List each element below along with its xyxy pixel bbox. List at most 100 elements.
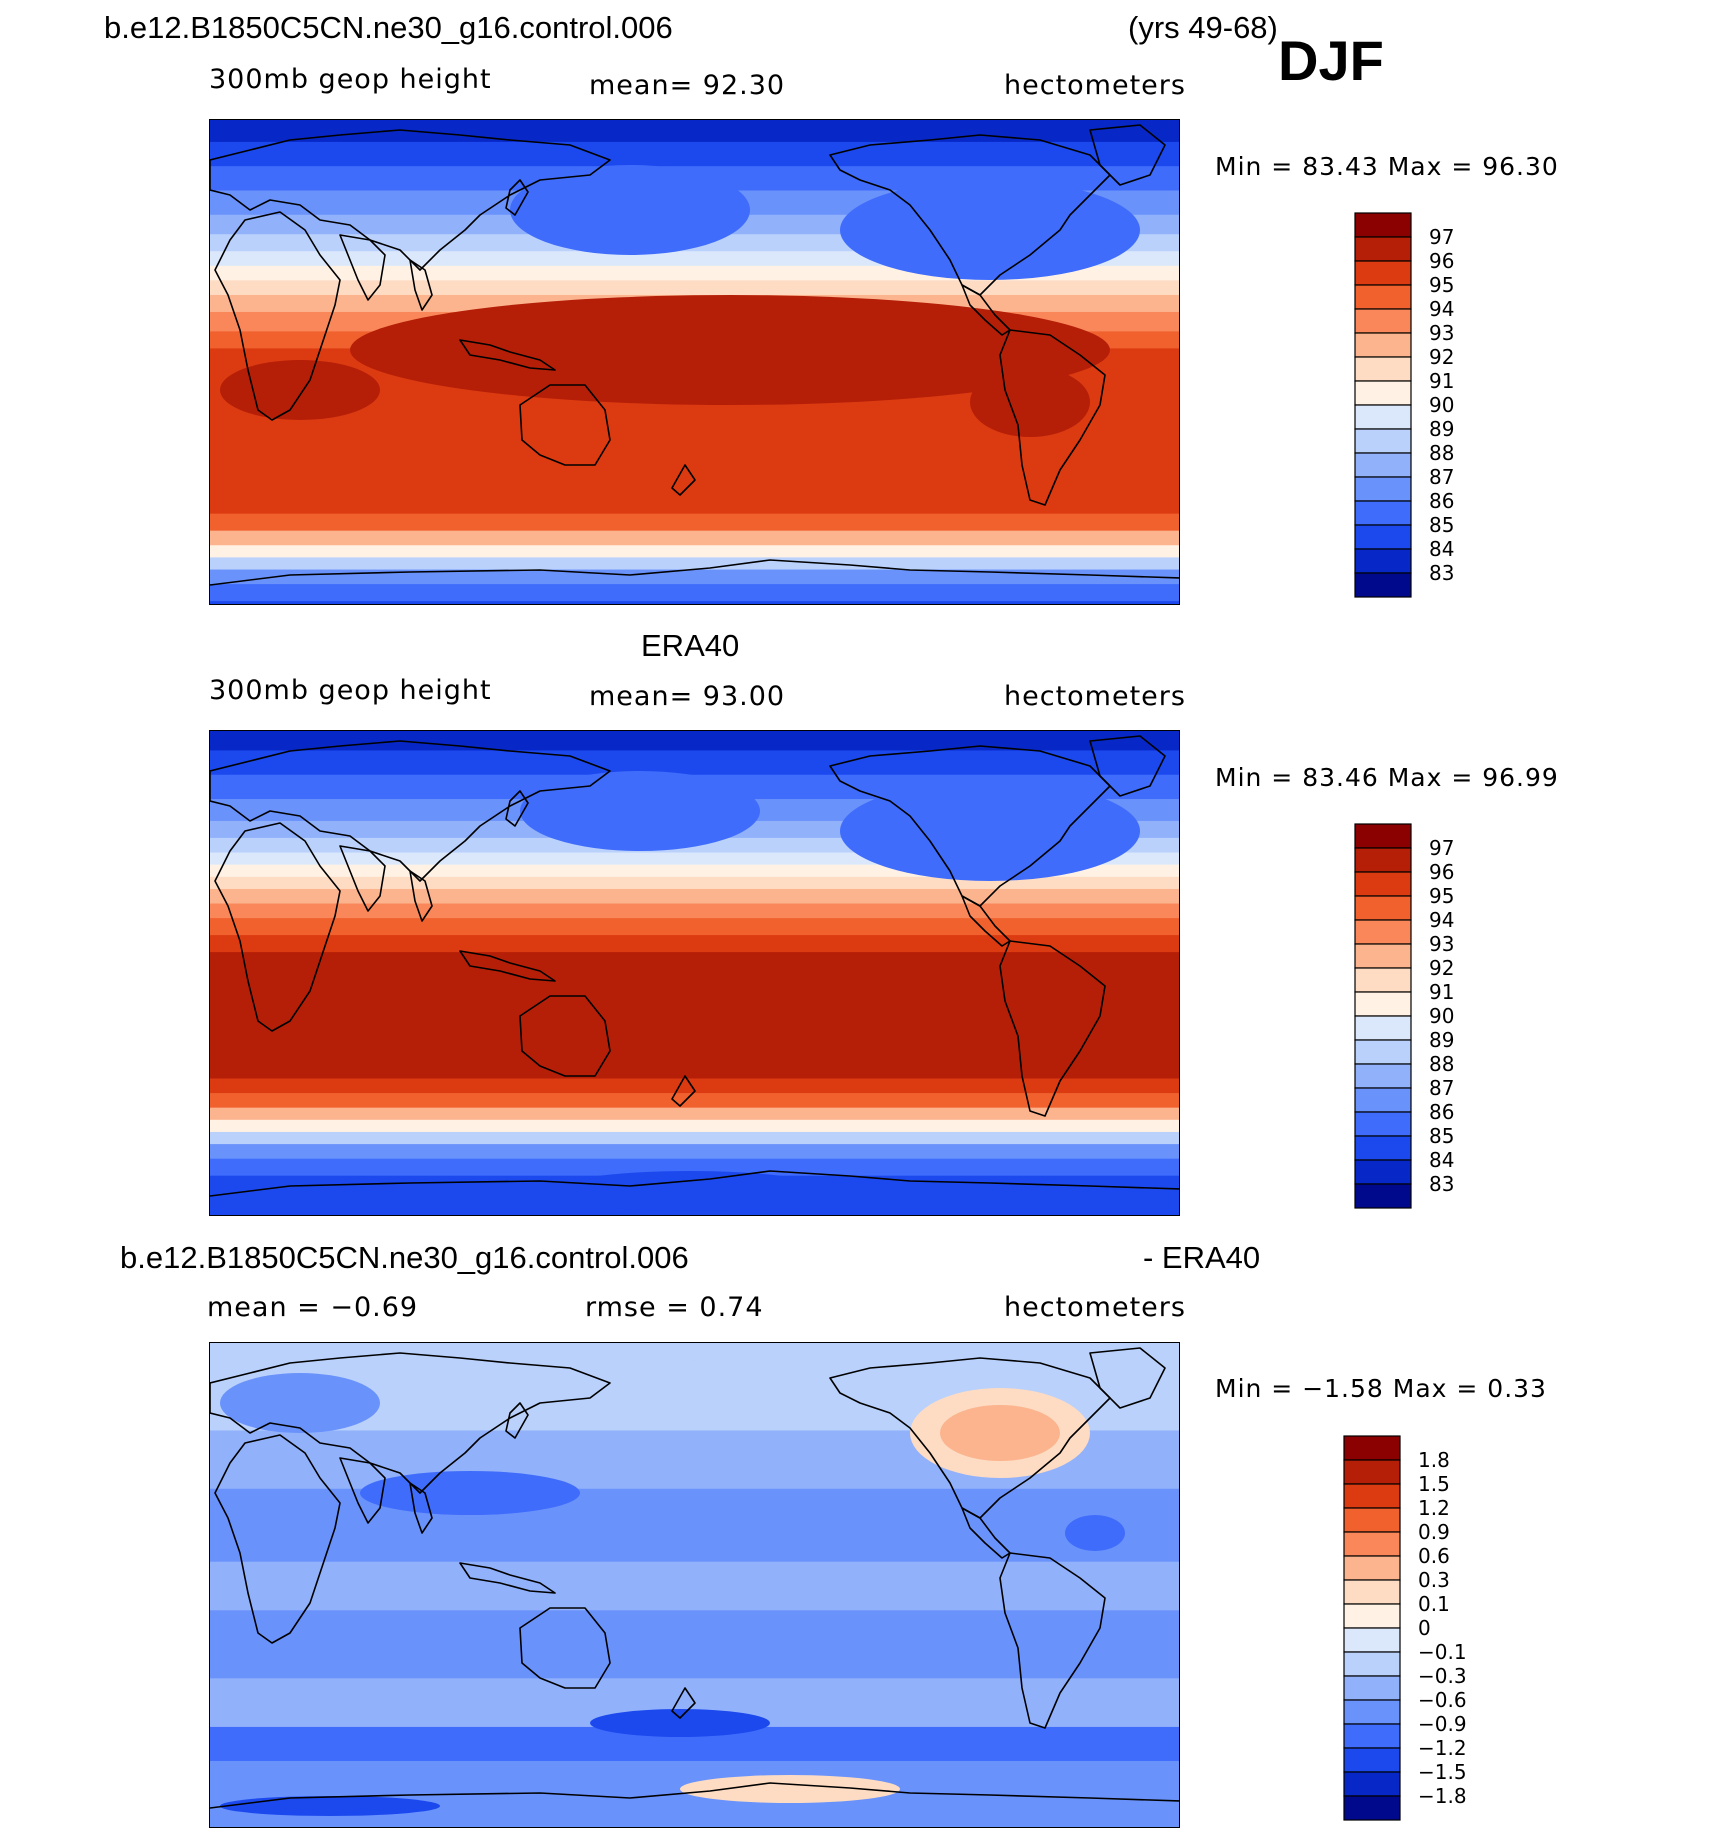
panel3-colorbar-swatch [1343,1627,1401,1653]
panel1-colorbar-tick-label: 95 [1429,273,1454,297]
panel1-trough [510,165,750,255]
panel2-colorbar-swatch [1354,919,1412,945]
panel1-minmax: Min = 83.43 Max = 96.30 [1215,152,1559,181]
panel2-title: ERA40 [641,628,740,663]
panel3-colorbar-tick-label: −1.8 [1418,1784,1467,1808]
panel1-warm-pool [350,295,1110,405]
panel1-colorbar-swatch [1354,332,1412,358]
panel2-colorbar-tick-label: 89 [1429,1028,1454,1052]
panel2-variable-label: 300mb geop height [209,675,492,706]
panel1-colorbar-tick-label: 90 [1429,393,1454,417]
panel2-colorbar-tick-label: 91 [1429,980,1454,1004]
panel3-coastline [505,1402,529,1439]
panel2-map [209,730,1180,1216]
panel1-coastline [1089,124,1166,186]
panel2-colorbar-swatch [1354,1183,1412,1209]
panel2-coastline [214,822,341,1032]
panel3-contour-band [210,1760,1179,1786]
panel3-coastline [409,1482,433,1534]
panel3-coastline [210,1782,1179,1809]
panel1-colorbar-swatch [1354,452,1412,478]
panel3-colorbar-swatch [1343,1555,1401,1581]
panel2-colorbar-swatch [1354,871,1412,897]
panel3-coastline [210,1352,611,1494]
panel3-colorbar-tick-label: 0.1 [1418,1592,1450,1616]
panel1-coastline [505,179,529,216]
panel2-coastline [210,1170,1179,1197]
panel1-colorbar-tick-label: 97 [1429,225,1454,249]
panel1-colorbar-tick-label: 92 [1429,345,1454,369]
panel3-map [209,1342,1180,1828]
panel1-contour-band [210,530,1179,546]
panel2-colorbar-swatch [1354,1111,1412,1137]
panel2-contour-band [210,731,1179,752]
panel1-coastline [339,234,386,301]
panel3-coastline [1089,1347,1166,1409]
panel1-colorbar-swatch [1354,500,1412,526]
panel3-colorbar-swatch [1343,1507,1401,1533]
panel1-colorbar-tick-label: 83 [1429,561,1454,585]
panel3-negative-anomaly [1065,1515,1125,1551]
panel2-colorbar-swatch [1354,1039,1412,1065]
panel3-colorbar-swatch [1343,1747,1401,1773]
panel1-coastline [210,559,1179,586]
panel3-rmse-label: rmse = 0.74 [585,1292,764,1323]
panel1-colorbar-tick-label: 96 [1429,249,1454,273]
panel1-coastline [671,464,696,496]
panel2-coastline [339,845,386,912]
panel1-colorbar-tick-label: 94 [1429,297,1454,321]
panel2-colorbar-tick-label: 84 [1429,1148,1454,1172]
panel3-colorbar-tick-label: 1.2 [1418,1496,1450,1520]
panel1-colorbar-swatch [1354,380,1412,406]
panel2-colorbar-tick-label: 97 [1429,836,1454,860]
panel2-coastline [459,950,556,982]
panel3-negative-anomaly [220,1796,440,1816]
panel1-colorbar-swatch [1354,260,1412,286]
panel3-coastline [999,1552,1106,1729]
panel2-coastline [671,1075,696,1107]
panel2-colorbar-swatch [1354,1063,1412,1089]
panel1-colorbar-swatch [1354,548,1412,574]
panel3-negative-anomaly [220,1373,380,1433]
panel3-colorbar-swatch [1343,1723,1401,1749]
panel2-colorbar-tick-label: 93 [1429,932,1454,956]
panel2-colorbar-swatch [1354,1135,1412,1161]
panel2-colorbar-tick-label: 94 [1429,908,1454,932]
panel2-colorbar-swatch [1354,943,1412,969]
panel3-colorbar-tick-label: −0.6 [1418,1688,1467,1712]
panel1-contour-band [210,141,1179,167]
panel3-colorbar-swatch [1343,1531,1401,1557]
panel1-colorbar-tick-label: 86 [1429,489,1454,513]
panel1-coastline [519,384,611,466]
panel2-coastline [961,895,1011,947]
panel2-colorbar-swatch [1354,1015,1412,1041]
panel3-contour-band [210,1488,1179,1563]
panel2-contour-band [210,888,1179,905]
panel3-colorbar-swatch [1343,1675,1401,1701]
panel1-colorbar-swatch [1354,236,1412,262]
panel1-colorbar-tick-label: 89 [1429,417,1454,441]
panel1-colorbar-swatch [1354,524,1412,550]
panel1-warm-pool [220,360,380,420]
panel1-contour-band [210,513,1179,532]
panel3-contour-field [210,1343,1179,1827]
panel2-colorbar-swatch [1354,823,1412,849]
panel3-colorbar-swatch [1343,1771,1401,1797]
case-title: b.e12.B1850C5CN.ne30_g16.control.006 [104,10,673,45]
panel1-contour-band [210,569,1179,585]
panel1-colorbar-tick-label: 84 [1429,537,1454,561]
panel1-mean-label: mean= 92.30 [589,70,786,101]
panel3-colorbar-swatch [1343,1795,1401,1821]
panel1-coastline [214,211,341,421]
panel2-coastline [409,870,433,922]
panel2-colorbar-tick-label: 83 [1429,1172,1454,1196]
panel2-coastline [1089,735,1166,797]
panel3-colorbar-swatch [1343,1699,1401,1725]
panel2-contour-band [210,1093,1179,1109]
panel2-colorbar-tick-label: 92 [1429,956,1454,980]
panel3-minmax: Min = −1.58 Max = 0.33 [1215,1374,1547,1403]
panel3-contour-band [210,1561,1179,1611]
panel2-colorbar-swatch [1354,895,1412,921]
panel3-coastline [671,1687,696,1719]
panel1-colorbar-tick-label: 93 [1429,321,1454,345]
